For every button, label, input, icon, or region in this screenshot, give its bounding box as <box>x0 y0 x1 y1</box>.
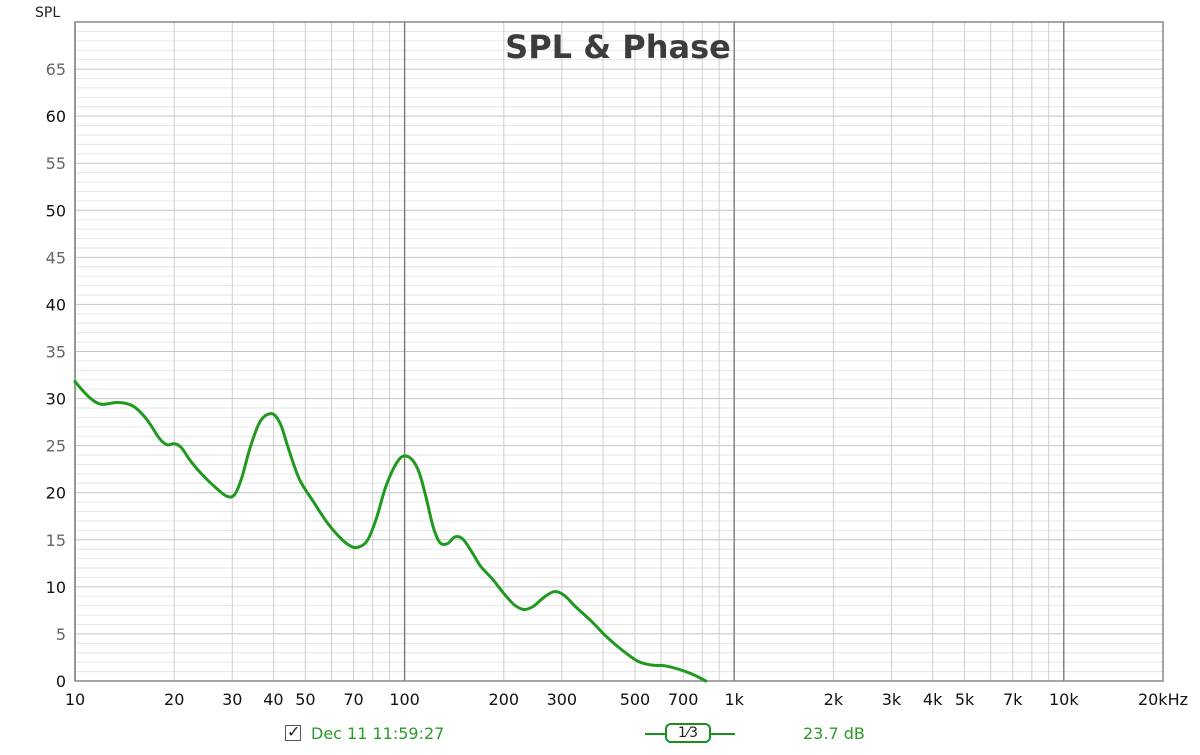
y-tick-label: 35 <box>46 343 66 362</box>
y-tick-label: 20 <box>46 484 66 503</box>
chart-title: SPL & Phase <box>505 28 731 66</box>
smoothing-indicator[interactable]: 1⁄3 <box>645 722 735 746</box>
y-tick-label: 40 <box>46 295 66 314</box>
x-tick-label: 200 <box>489 690 520 709</box>
smoothing-label: 1⁄3 <box>665 723 711 743</box>
y-axis-label: SPL <box>35 5 60 21</box>
x-axis-ticks: 10 20 30 40 50 70 100 200 300 500 700 1k 2k 3k 4k 5k 7k 1… <box>65 690 1188 709</box>
y-tick-label: 65 <box>46 60 66 79</box>
x-tick-label: 7k <box>1003 690 1023 709</box>
x-tick-label: 100 <box>389 690 420 709</box>
x-tick-label: 50 <box>295 690 315 709</box>
y-tick-label: 50 <box>46 201 66 220</box>
x-tick-label: 3k <box>882 690 902 709</box>
x-tick-label: 700 <box>668 690 699 709</box>
x-tick-label: 500 <box>620 690 651 709</box>
y-tick-label: 10 <box>46 578 66 597</box>
x-tick-label: 20 <box>164 690 184 709</box>
plot-frame <box>74 21 1164 682</box>
y-tick-label: 5 <box>56 625 66 644</box>
level-readout-wrap: 23.7 dB <box>803 720 865 746</box>
x-tick-label: 10 <box>65 690 85 709</box>
y-tick-label: 25 <box>46 437 66 456</box>
legend-entry[interactable]: ✓ Dec 11 11:59:27 <box>285 720 444 746</box>
x-tick-label: 1k <box>724 690 744 709</box>
x-tick-label: 40 <box>263 690 283 709</box>
y-axis-ticks: 0 5 10 15 20 25 30 35 40 45 50 55 60 65 <box>46 60 66 691</box>
y-tick-label: 30 <box>46 390 66 409</box>
measurement-checkbox[interactable]: ✓ <box>285 722 301 741</box>
x-tick-label: 30 <box>222 690 242 709</box>
x-tick-label: 5k <box>955 690 975 709</box>
y-tick-label: 0 <box>56 672 66 691</box>
x-tick-label: 4k <box>923 690 943 709</box>
checkmark-icon: ✓ <box>287 722 301 741</box>
spl-series-line <box>73 380 708 683</box>
x-tick-label: 70 <box>343 690 363 709</box>
y-tick-label: 15 <box>46 531 66 550</box>
series-layer <box>73 380 708 683</box>
x-tick-label: 2k <box>824 690 844 709</box>
y-tick-label: 45 <box>46 248 66 267</box>
grid <box>74 21 1164 682</box>
x-tick-label: 300 <box>547 690 578 709</box>
x-tick-label: 20kHz <box>1138 690 1188 709</box>
y-tick-label: 55 <box>46 154 66 173</box>
y-tick-label: 60 <box>46 107 66 126</box>
x-tick-label: 10k <box>1049 690 1079 709</box>
level-readout: 23.7 dB <box>803 723 865 743</box>
measurement-timestamp: Dec 11 11:59:27 <box>311 723 445 743</box>
